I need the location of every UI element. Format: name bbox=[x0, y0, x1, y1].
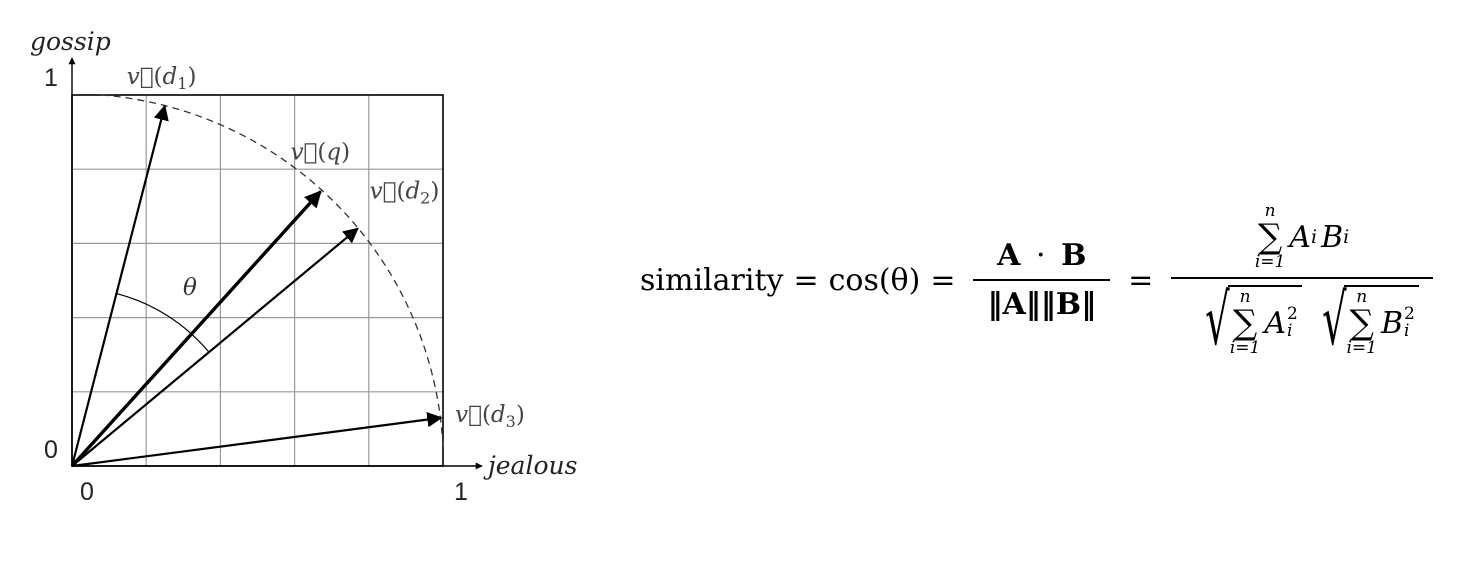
unit-circle-arc bbox=[101, 94, 444, 448]
x-axis-label: jealous bbox=[483, 451, 577, 480]
vector-d1 bbox=[70, 104, 169, 467]
y-tick-min: 0 bbox=[44, 436, 58, 464]
y-axis-label: gossip bbox=[30, 27, 111, 56]
grid bbox=[72, 95, 443, 466]
term-b: B bbox=[1321, 219, 1344, 255]
vector-d3 bbox=[71, 411, 443, 468]
angle-arc bbox=[116, 292, 210, 353]
vector-q bbox=[70, 190, 322, 468]
cos-theta: cos(θ) bbox=[828, 262, 921, 298]
x-tick-min: 0 bbox=[80, 478, 94, 506]
vector-label-d3: v⃗(d3) bbox=[455, 402, 525, 431]
y-tick-max: 1 bbox=[44, 64, 58, 92]
vector-space-diagram: v⃗(d1) v⃗(q) v⃗(d2) v⃗(d3) gossip jealous 1… bbox=[30, 27, 577, 506]
fraction-bar-2 bbox=[1171, 277, 1433, 279]
term-a: A bbox=[1289, 219, 1312, 255]
x-tick-max: 1 bbox=[454, 478, 468, 506]
dot-operator: · bbox=[1035, 238, 1046, 273]
equals-sign-1: = bbox=[793, 262, 819, 298]
vectors bbox=[70, 104, 443, 468]
vector-label-d1: v⃗(d1) bbox=[127, 64, 197, 93]
angle-label: θ bbox=[183, 275, 197, 301]
vector-labels: v⃗(d1) v⃗(q) v⃗(d2) v⃗(d3) bbox=[127, 64, 525, 431]
norm-a: ‖A‖ bbox=[987, 287, 1041, 322]
norm-b: ‖B‖ bbox=[1040, 287, 1097, 322]
equals-sign-3: = bbox=[1128, 262, 1154, 298]
vector-label-d2: v⃗(d2) bbox=[370, 179, 440, 208]
vector-a: A bbox=[997, 238, 1021, 273]
dot-product-fraction: A · B ‖A‖‖B‖ bbox=[973, 238, 1111, 322]
fraction-bar bbox=[973, 279, 1111, 281]
norm-denominator: ‖A‖‖B‖ bbox=[973, 281, 1110, 322]
equals-sign-2: = bbox=[930, 262, 956, 298]
cosine-similarity-formula: similarity = cos(θ) = A · B ‖A‖‖B‖ = n ∑… bbox=[640, 170, 1441, 390]
vector-label-q: v⃗(q) bbox=[291, 139, 351, 165]
plot-frame bbox=[71, 94, 444, 467]
formula-lhs: similarity bbox=[640, 262, 784, 298]
sum-operator: n ∑ i=1 bbox=[1254, 201, 1286, 272]
vector-b: B bbox=[1061, 238, 1087, 273]
dot-product-numerator: A · B bbox=[983, 238, 1100, 279]
vector-d2 bbox=[71, 227, 359, 467]
